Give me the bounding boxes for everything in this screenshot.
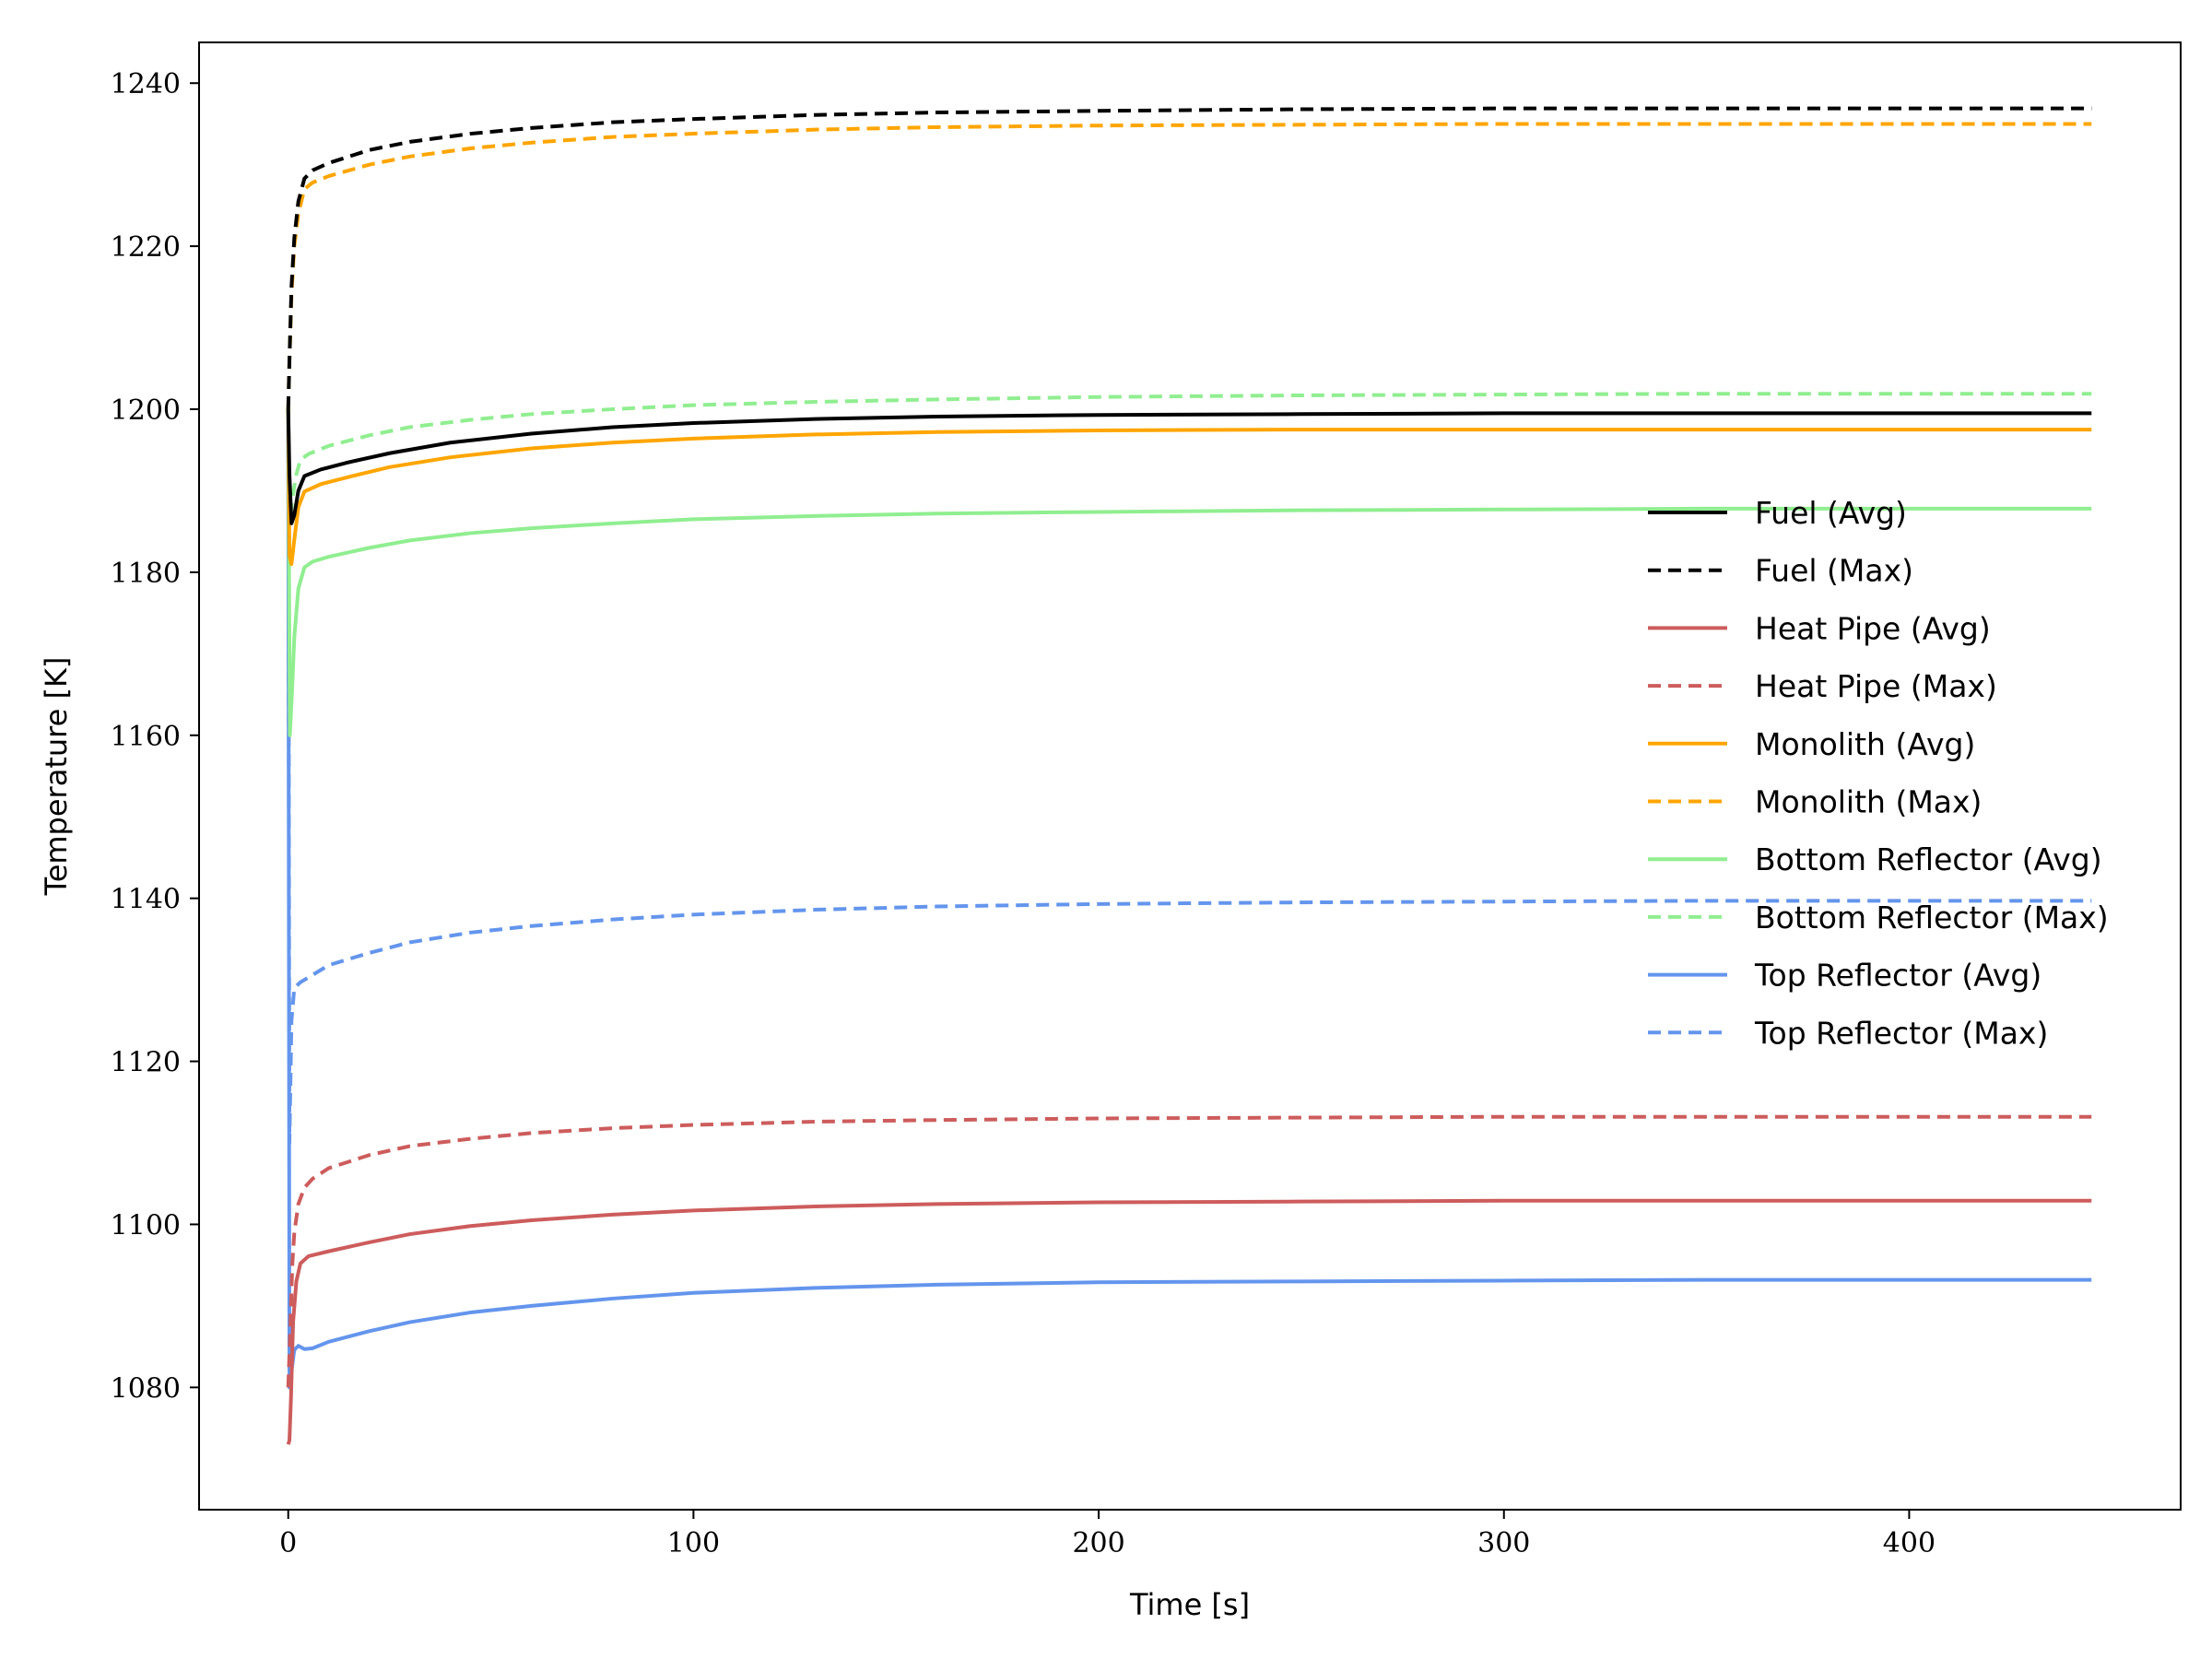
series-line-top-reflector-max <box>286 408 2092 1145</box>
x-axis: 0 100 200 300 400 <box>279 1510 1936 1559</box>
y-tick-label: 1180 <box>111 558 181 590</box>
y-tick-label: 1200 <box>111 394 181 427</box>
series-line-top-reflector-avg <box>286 408 2092 1390</box>
y-axis-label: Temperature [K] <box>39 657 74 897</box>
x-tick-label: 400 <box>1883 1527 1936 1559</box>
y-tick-label: 1120 <box>111 1047 181 1079</box>
legend: Fuel (Avg) Fuel (Max) Heat Pipe (Avg) Heat … <box>1648 495 2109 1051</box>
y-tick-label: 1140 <box>111 884 181 916</box>
legend-label: Bottom Reflector (Max) <box>1755 900 2109 935</box>
y-tick-label: 1100 <box>111 1209 181 1241</box>
x-tick-label: 200 <box>1072 1527 1124 1559</box>
series-line-fuel-max <box>286 106 2092 410</box>
y-tick-label: 1160 <box>111 721 181 753</box>
y-axis: 1080 1100 1120 1140 1160 1180 1200 1220 1240 <box>111 68 199 1405</box>
x-tick-label: 0 <box>279 1527 297 1559</box>
y-tick-label: 1080 <box>111 1372 181 1405</box>
y-tick-label: 1220 <box>111 231 181 264</box>
legend-label: Monolith (Max) <box>1755 784 1982 820</box>
legend-label: Top Reflector (Avg) <box>1754 958 2041 994</box>
series-line-monolith-max <box>286 122 2092 410</box>
plot-frame <box>198 41 2182 1511</box>
series-layer <box>286 106 2092 1445</box>
series-line-fuel-avg <box>286 408 2092 525</box>
series-line-heat-pipe-max <box>286 1114 2092 1388</box>
series-line-bottom-reflector-max <box>286 392 2092 525</box>
series-line-heat-pipe-avg <box>286 1198 2092 1445</box>
legend-label: Top Reflector (Max) <box>1754 1015 2048 1051</box>
series-line-bottom-reflector-avg <box>286 408 2092 737</box>
x-axis-label: Time [s] <box>1129 1587 1250 1622</box>
legend-label: Bottom Reflector (Avg) <box>1755 841 2102 877</box>
x-tick-label: 100 <box>667 1527 720 1559</box>
legend-label: Heat Pipe (Avg) <box>1755 610 1991 646</box>
legend-label: Fuel (Avg) <box>1755 495 1907 531</box>
legend-label: Monolith (Avg) <box>1755 726 1975 762</box>
legend-label: Fuel (Max) <box>1755 553 1913 589</box>
series-line-monolith-avg <box>286 408 2092 567</box>
legend-label: Heat Pipe (Max) <box>1755 668 1997 704</box>
y-tick-label: 1240 <box>111 68 181 100</box>
x-tick-label: 300 <box>1477 1527 1530 1559</box>
